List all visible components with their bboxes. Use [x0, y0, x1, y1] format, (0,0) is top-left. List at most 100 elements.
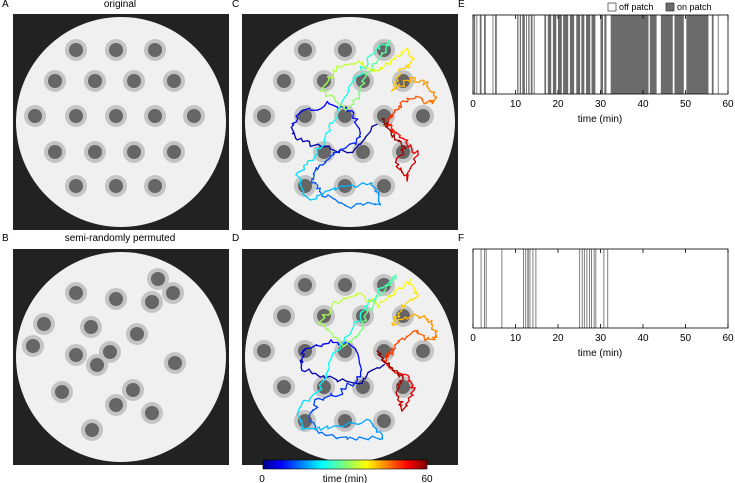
colorbar-min-label: 0 — [259, 474, 265, 483]
panel-a-title: original — [20, 0, 220, 10]
food-patch — [123, 141, 145, 163]
on-patch-interval — [495, 15, 497, 94]
food-patch — [373, 274, 395, 296]
food-patch — [126, 323, 148, 345]
trajectory-segment — [323, 343, 329, 344]
trajectory-segment — [329, 364, 330, 368]
x-tick-label: 10 — [510, 333, 522, 344]
on-patch-interval — [607, 249, 608, 328]
arena-floor — [16, 252, 226, 462]
food-patch — [334, 410, 356, 432]
on-patch-interval — [591, 249, 592, 328]
panel-e-raster: off patch on patch 0 10 20 30 40 50 60 time (m… — [462, 0, 735, 128]
food-patch — [273, 141, 295, 163]
x-tick-label: 40 — [637, 99, 649, 110]
on-patch-interval — [576, 15, 580, 94]
food-patch — [81, 419, 103, 441]
trajectory-segment — [339, 437, 346, 438]
trajectory-segment — [398, 86, 405, 87]
on-patch-interval — [674, 15, 683, 94]
trajectory-segment — [333, 152, 338, 153]
on-patch-interval — [589, 249, 590, 328]
food-patch — [313, 70, 335, 92]
food-patch — [80, 316, 102, 338]
on-patch-interval — [650, 15, 657, 94]
x-tick-label: 40 — [637, 333, 649, 344]
time-colorbar: 0 time (min) 60 — [250, 456, 440, 483]
on-patch-interval — [534, 15, 535, 94]
food-patch — [294, 340, 316, 362]
food-patch — [33, 313, 55, 335]
on-patch-interval — [544, 15, 546, 94]
trajectory-segment — [359, 94, 360, 99]
food-patch — [273, 376, 295, 398]
x-tick-label: 0 — [470, 99, 476, 110]
x-axis-label: time (min) — [578, 348, 622, 359]
food-patch — [334, 274, 356, 296]
on-patch-intervals — [474, 15, 719, 94]
x-tick-label: 30 — [595, 99, 607, 110]
on-patch-interval — [481, 249, 482, 328]
on-patch-interval — [525, 249, 526, 328]
on-patch-interval — [526, 15, 527, 94]
food-patch — [24, 105, 46, 127]
on-patch-interval — [686, 15, 708, 94]
food-patch — [65, 282, 87, 304]
trajectory-segment — [317, 149, 318, 154]
food-patch — [65, 344, 87, 366]
food-patch — [22, 335, 44, 357]
food-patch — [105, 394, 127, 416]
x-axis-label: time (min) — [578, 114, 622, 125]
on-patch-interval — [586, 249, 587, 328]
on-patch-interval — [493, 15, 494, 94]
trajectory-segment — [327, 435, 332, 436]
on-patch-interval — [480, 15, 482, 94]
trajectory-segment — [398, 319, 403, 320]
food-patch — [412, 105, 434, 127]
on-patch-interval — [661, 15, 673, 94]
on-patch-interval — [558, 15, 562, 94]
food-patch — [141, 402, 163, 424]
on-patch-interval — [474, 15, 475, 94]
food-patch — [412, 340, 434, 362]
food-patch — [144, 105, 166, 127]
on-patch-interval — [586, 15, 590, 94]
on-patch-interval — [570, 15, 574, 94]
food-patch — [44, 70, 66, 92]
food-patch — [273, 305, 295, 327]
food-patch — [65, 39, 87, 61]
food-patch — [123, 70, 145, 92]
panel-d-letter: D — [232, 233, 239, 244]
food-patch — [253, 340, 275, 362]
food-patch — [65, 175, 87, 197]
on-patch-interval — [533, 249, 534, 328]
food-patch — [44, 141, 66, 163]
on-patch-interval — [484, 15, 486, 94]
on-patch-interval — [582, 249, 583, 328]
x-tick-label: 50 — [680, 99, 692, 110]
panel-c-arena — [242, 14, 458, 230]
on-patch-interval — [531, 15, 533, 94]
on-patch-interval — [527, 249, 528, 328]
on-patch-interval — [523, 249, 524, 328]
food-patch — [141, 291, 163, 313]
food-patch — [105, 39, 127, 61]
on-patch-interval — [604, 15, 606, 94]
food-patch — [86, 354, 108, 376]
on-patch-interval — [611, 15, 649, 94]
legend-on-patch: on patch — [677, 2, 712, 12]
x-tick-label: 0 — [470, 333, 476, 344]
on-patch-interval — [486, 249, 487, 328]
food-patch — [105, 288, 127, 310]
food-patch — [273, 70, 295, 92]
on-patch-interval — [603, 249, 604, 328]
food-patch — [144, 175, 166, 197]
food-patch — [334, 39, 356, 61]
x-tick-label: 10 — [510, 99, 522, 110]
food-patch — [373, 175, 395, 197]
on-patch-intervals — [481, 249, 609, 328]
colorbar-max-label: 60 — [421, 474, 433, 483]
panel-a-letter: A — [2, 0, 9, 10]
trajectory-segment — [393, 370, 398, 371]
trajectory-segment — [313, 175, 314, 180]
